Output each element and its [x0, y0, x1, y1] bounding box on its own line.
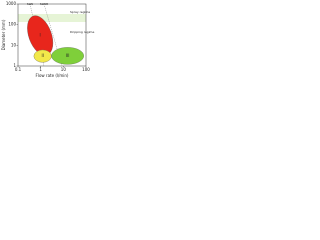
y-tick-label: 10 [11, 42, 17, 47]
x-tick-label: 0.1 [15, 67, 22, 72]
region [51, 47, 84, 65]
plot-frame [17, 3, 87, 67]
region-label: II [41, 53, 43, 58]
band [18, 14, 86, 22]
annotation: SLW [27, 2, 33, 6]
region-label: III [66, 53, 70, 58]
chart: Flow rate (l/min) Diameter (mm) 0.1 1 10 10… [1, 1, 94, 78]
y-tick-label: 1 [13, 63, 16, 68]
x-tick-label: 10 [61, 67, 67, 72]
y-tick-label: 1000 [6, 1, 17, 6]
x-tick-label: 100 [82, 67, 90, 72]
region-label: I [40, 32, 41, 37]
annotation: SLWR [40, 2, 48, 6]
annotation: Spray regime [70, 10, 90, 14]
y-axis-label: Diameter (mm) [1, 19, 6, 50]
boundary-line [43, 3, 63, 67]
x-tick-label: 1 [39, 67, 42, 72]
y-tick-label: 100 [8, 22, 16, 27]
annotation: Dripping regime [70, 30, 94, 34]
x-axis-label: Flow rate (l/min) [36, 73, 69, 78]
